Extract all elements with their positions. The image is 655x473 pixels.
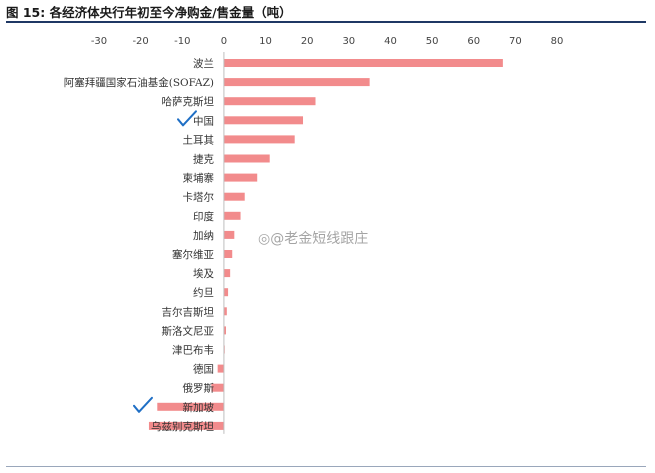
bar [223, 135, 295, 144]
bar [217, 364, 224, 373]
x-tick-label: -20 [132, 36, 148, 47]
category-label: 新加坡 [183, 401, 215, 414]
x-tick-label: -10 [174, 36, 190, 47]
bar [223, 116, 304, 125]
bar [223, 97, 316, 106]
x-tick-label: 60 [467, 36, 480, 47]
category-label: 津巴布韦 [172, 345, 214, 357]
x-tick-label: 70 [509, 36, 522, 47]
bar [223, 326, 226, 335]
checkmark-icon [133, 396, 153, 413]
category-label: 埃及 [193, 267, 214, 280]
watermark: ◎@老金短线跟庄 [258, 228, 368, 248]
category-label: 加纳 [193, 229, 214, 242]
watermark-text: @老金短线跟庄 [270, 231, 369, 247]
category-label: 卡塔尔 [183, 191, 215, 204]
category-label: 柬埔寨 [183, 172, 215, 185]
category-label: 阿塞拜疆国家石油基金(SOFAZ) [64, 76, 214, 89]
category-label: 哈萨克斯坦 [162, 95, 215, 108]
bar [223, 192, 245, 201]
bar [223, 78, 370, 87]
bar [223, 307, 227, 316]
x-tick-label: 30 [342, 36, 355, 47]
category-label: 德国 [193, 363, 214, 376]
category-label: 土耳其 [183, 133, 215, 146]
category-label: 吉尔吉斯坦 [162, 305, 215, 318]
bar [223, 250, 233, 258]
bar [223, 269, 231, 278]
bar [223, 288, 229, 297]
category-label: 印度 [193, 210, 214, 223]
x-tick-label: -30 [91, 36, 107, 47]
bottom-rule [6, 466, 646, 467]
weibo-icon: ◎ [258, 231, 271, 247]
category-label: 中国 [193, 114, 214, 127]
bar [223, 154, 270, 163]
x-tick-label: 80 [551, 36, 564, 47]
x-tick-label: 10 [259, 36, 272, 47]
category-label: 约旦 [193, 286, 214, 299]
title-rule [6, 21, 646, 23]
bar [223, 211, 241, 220]
category-label: 乌兹别克斯坦 [151, 420, 214, 433]
x-tick-label: 40 [384, 36, 397, 47]
x-tick-label: 0 [221, 36, 227, 47]
bar [211, 383, 224, 392]
figure-title: 图 15: 各经济体央行年初至今净购金/售金量（吨） [6, 5, 292, 20]
bar [223, 230, 235, 239]
category-label: 捷克 [193, 153, 214, 166]
x-axis-ticks: -30 -20 -10 0 10 20 30 40 50 60 70 80 [91, 36, 564, 47]
category-label: 塞尔维亚 [172, 248, 214, 261]
bar [148, 421, 224, 430]
checkmarks [133, 110, 197, 413]
bar [223, 173, 258, 182]
category-label: 俄罗斯 [183, 382, 215, 395]
bar [157, 402, 224, 411]
x-tick-label: 50 [426, 36, 439, 47]
checkmark-icon [177, 110, 197, 127]
bar [223, 59, 503, 67]
x-tick-label: 20 [301, 36, 314, 47]
category-label: 斯洛文尼亚 [162, 324, 215, 337]
category-label: 波兰 [193, 57, 214, 70]
